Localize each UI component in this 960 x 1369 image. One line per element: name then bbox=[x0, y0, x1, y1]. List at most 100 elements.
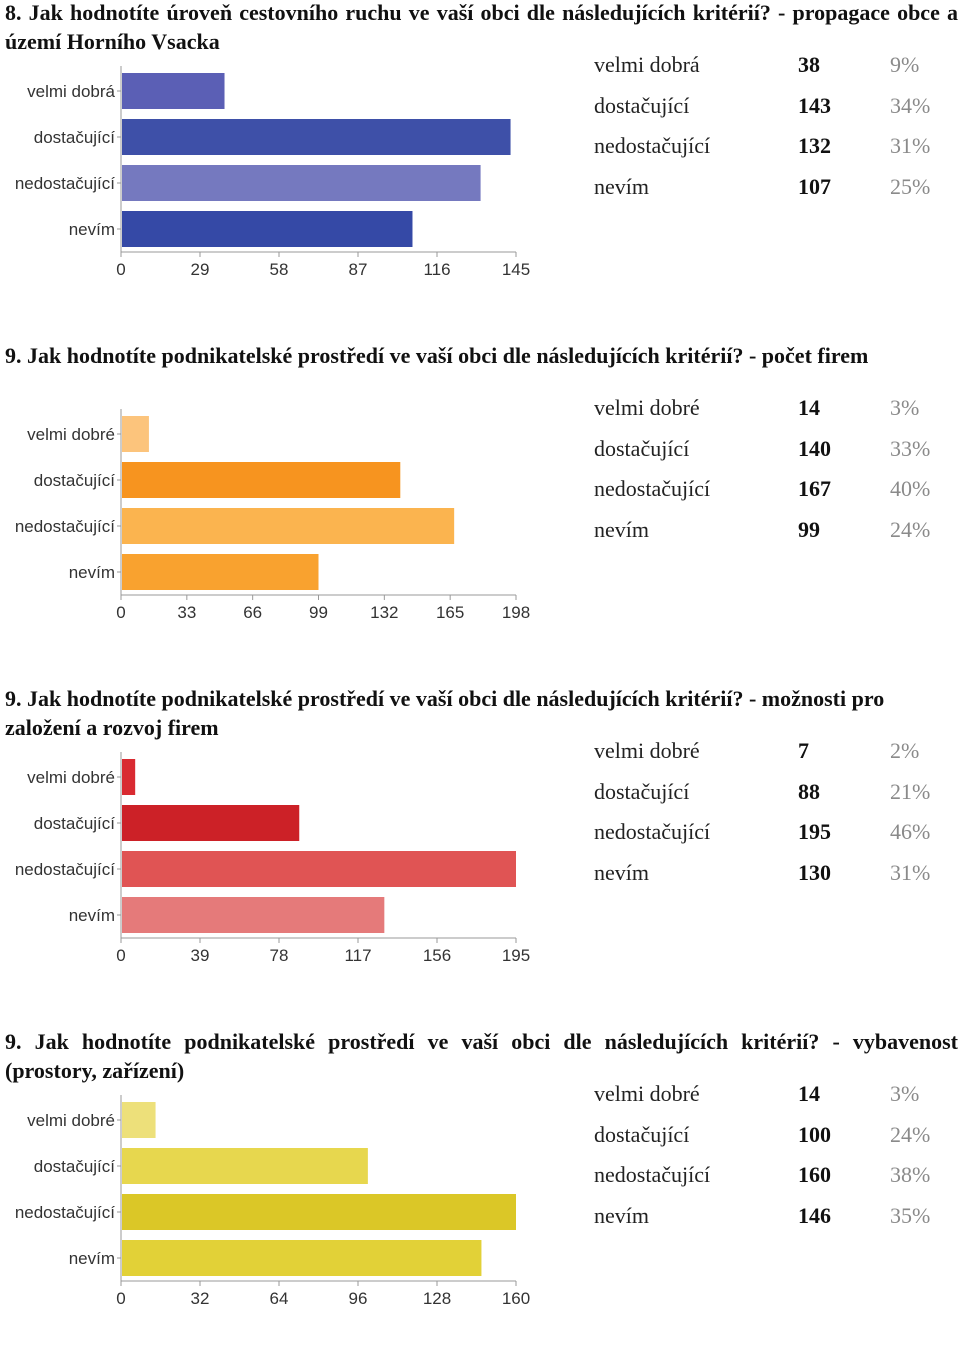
stats-table: velmi dobrá 38 9% dostačující 143 34% nedost… bbox=[594, 52, 954, 214]
stats-row: nevím 130 31% bbox=[594, 860, 954, 901]
x-tick-label: 99 bbox=[309, 603, 328, 622]
bar bbox=[122, 554, 319, 590]
category-label: dostačující bbox=[594, 778, 690, 804]
category-label: nevím bbox=[594, 1202, 649, 1228]
chart-title: 9. Jak hodnotíte podnikatelské prostředí… bbox=[5, 1029, 958, 1083]
stats-row: nedostačující 132 31% bbox=[594, 133, 954, 174]
bar-chart: velmi dobré dostačující nedostačující nevím… bbox=[15, 409, 530, 622]
x-tick-label: 160 bbox=[502, 1289, 530, 1308]
count-value: 100 bbox=[798, 1121, 831, 1147]
category-tick-label: dostačující bbox=[34, 1157, 116, 1176]
x-tick-label: 87 bbox=[349, 260, 368, 279]
percent-value: 3% bbox=[890, 1081, 920, 1106]
category-tick-label: velmi dobrá bbox=[27, 82, 115, 101]
chart-section-moznosti: 9. Jak hodnotíte podnikatelské prostředí… bbox=[0, 686, 960, 1026]
category-label: nedostačující bbox=[594, 819, 711, 844]
stats-table: velmi dobré 14 3% dostačující 140 33% nedost… bbox=[594, 395, 954, 557]
category-tick-label: nevím bbox=[69, 1249, 115, 1268]
stats-row: velmi dobré 14 3% bbox=[594, 395, 954, 436]
x-tick-label: 165 bbox=[436, 603, 464, 622]
category-tick-label: dostačující bbox=[34, 471, 116, 490]
count-value: 38 bbox=[798, 52, 820, 77]
percent-value: 24% bbox=[890, 516, 931, 542]
x-tick-label: 132 bbox=[370, 603, 398, 622]
stats-row: dostačující 143 34% bbox=[594, 93, 954, 134]
category-label: dostačující bbox=[594, 92, 690, 118]
bar bbox=[122, 805, 300, 841]
percent-value: 9% bbox=[890, 52, 920, 77]
x-tick-label: 96 bbox=[349, 1289, 368, 1308]
percent-value: 31% bbox=[890, 133, 931, 158]
count-value: 132 bbox=[798, 133, 831, 158]
category-tick-label: nevím bbox=[69, 220, 115, 239]
count-value: 195 bbox=[798, 819, 831, 844]
x-tick-label: 0 bbox=[116, 946, 125, 965]
percent-value: 31% bbox=[890, 859, 931, 885]
category-tick-label: velmi dobré bbox=[27, 1111, 115, 1130]
bar bbox=[122, 1240, 482, 1276]
bar-chart: velmi dobrá dostačující nedostačující nevím… bbox=[15, 66, 530, 279]
percent-value: 33% bbox=[890, 435, 931, 461]
x-tick-label: 117 bbox=[344, 946, 371, 965]
x-tick-label: 145 bbox=[502, 260, 530, 279]
category-label: nevím bbox=[594, 173, 649, 199]
category-tick-label: nedostačující bbox=[15, 174, 115, 193]
percent-value: 25% bbox=[890, 173, 931, 199]
stats-row: nevím 146 35% bbox=[594, 1203, 954, 1244]
x-tick-label: 66 bbox=[243, 603, 262, 622]
category-tick-label: dostačující bbox=[34, 128, 116, 147]
stats-row: dostačující 88 21% bbox=[594, 779, 954, 820]
bar bbox=[122, 508, 455, 544]
chart-section-pocet-firem: 9. Jak hodnotíte podnikatelské prostředí… bbox=[0, 343, 960, 683]
bar bbox=[122, 416, 149, 452]
count-value: 140 bbox=[798, 435, 831, 461]
bar bbox=[122, 211, 413, 247]
x-tick-label: 0 bbox=[116, 603, 125, 622]
x-tick-label: 64 bbox=[270, 1289, 289, 1308]
count-value: 167 bbox=[798, 476, 831, 501]
percent-value: 35% bbox=[890, 1202, 931, 1228]
x-tick-label: 0 bbox=[116, 1289, 125, 1308]
percent-value: 21% bbox=[890, 778, 931, 804]
chart-title: 9. Jak hodnotíte podnikatelské prostředí… bbox=[5, 343, 869, 368]
category-label: nevím bbox=[594, 516, 649, 542]
count-value: 7 bbox=[798, 738, 809, 763]
stats-table: velmi dobré 7 2% dostačující 88 21% nedostač… bbox=[594, 738, 954, 900]
x-tick-label: 156 bbox=[423, 946, 451, 965]
bar bbox=[122, 119, 511, 155]
stats-row: nevím 99 24% bbox=[594, 517, 954, 558]
count-value: 130 bbox=[798, 859, 831, 885]
bar bbox=[122, 73, 225, 109]
bar bbox=[122, 462, 401, 498]
stats-row: nedostačující 195 46% bbox=[594, 819, 954, 860]
stats-row: velmi dobrá 38 9% bbox=[594, 52, 954, 93]
x-tick-label: 195 bbox=[502, 946, 530, 965]
x-tick-label: 39 bbox=[191, 946, 210, 965]
percent-value: 46% bbox=[890, 819, 931, 844]
category-tick-label: nedostačující bbox=[15, 1203, 115, 1222]
category-label: velmi dobré bbox=[594, 1081, 700, 1106]
bar-chart: velmi dobré dostačující nedostačující nevím… bbox=[15, 1095, 530, 1308]
stats-row: nevím 107 25% bbox=[594, 174, 954, 215]
count-value: 14 bbox=[798, 1081, 820, 1106]
bar bbox=[122, 759, 136, 795]
stats-row: velmi dobré 14 3% bbox=[594, 1081, 954, 1122]
stats-row: velmi dobré 7 2% bbox=[594, 738, 954, 779]
chart-section-propagace: 8. Jak hodnotíte úroveň cestovního ruchu… bbox=[0, 0, 960, 340]
percent-value: 40% bbox=[890, 476, 931, 501]
stats-table: velmi dobré 14 3% dostačující 100 24% nedost… bbox=[594, 1081, 954, 1243]
x-tick-label: 128 bbox=[423, 1289, 451, 1308]
x-tick-label: 0 bbox=[116, 260, 125, 279]
x-tick-label: 198 bbox=[502, 603, 530, 622]
category-label: dostačující bbox=[594, 435, 690, 461]
stats-row: nedostačující 160 38% bbox=[594, 1162, 954, 1203]
bar bbox=[122, 1102, 156, 1138]
stats-row: dostačující 140 33% bbox=[594, 436, 954, 477]
count-value: 143 bbox=[798, 92, 831, 118]
chart-section-vybavenost: 9. Jak hodnotíte podnikatelské prostředí… bbox=[0, 1029, 960, 1369]
bar bbox=[122, 851, 516, 887]
x-tick-label: 58 bbox=[270, 260, 289, 279]
category-tick-label: nevím bbox=[69, 906, 115, 925]
category-label: nevím bbox=[594, 859, 649, 885]
category-tick-label: nevím bbox=[69, 563, 115, 582]
